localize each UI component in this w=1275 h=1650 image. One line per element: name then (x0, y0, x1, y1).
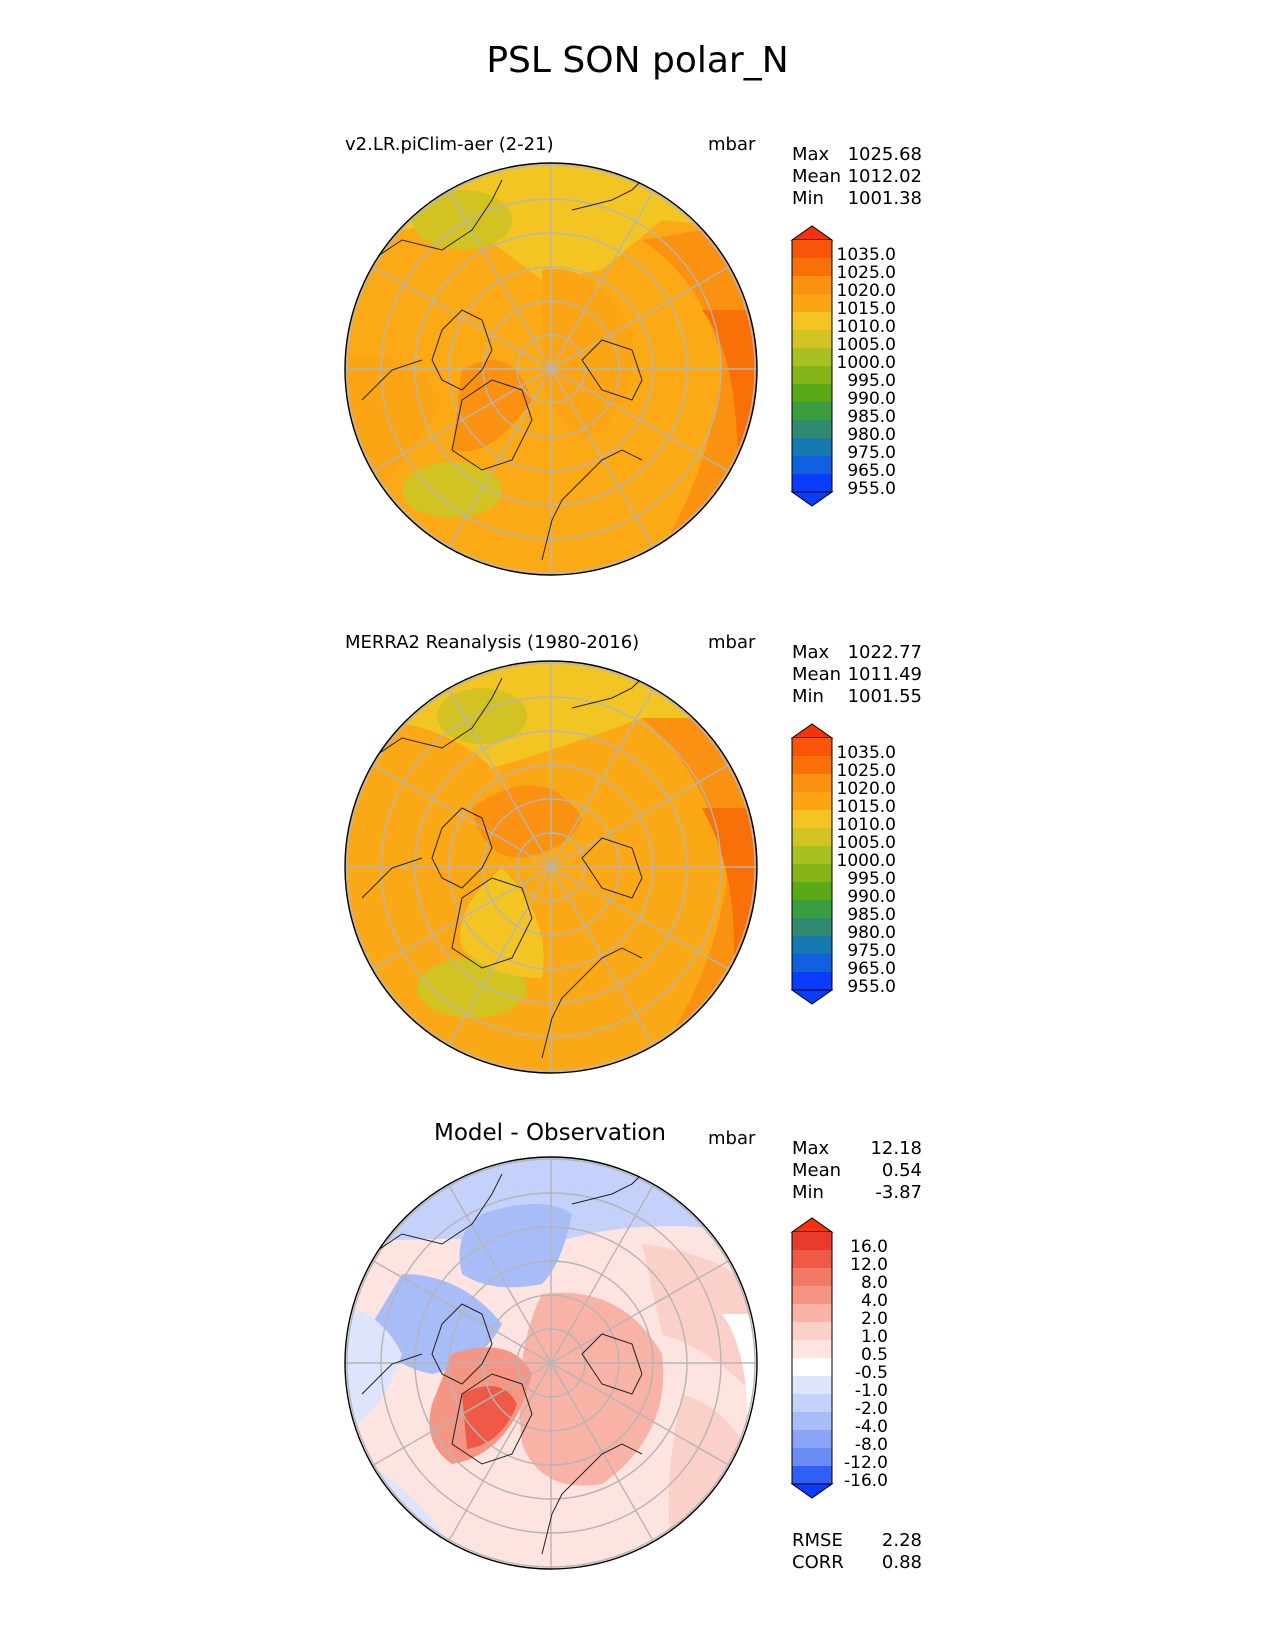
svg-text:1025.0: 1025.0 (837, 263, 896, 283)
svg-text:0.5: 0.5 (861, 1345, 888, 1365)
panel-3-stats: Max 12.18 Mean 0.54 Min -3.87 (792, 1138, 922, 1204)
svg-text:975.0: 975.0 (847, 443, 896, 463)
svg-text:-4.0: -4.0 (855, 1417, 888, 1437)
svg-text:8.0: 8.0 (861, 1273, 888, 1293)
map-boundary (344, 1156, 758, 1570)
svg-text:-2.0: -2.0 (855, 1399, 888, 1419)
svg-text:985.0: 985.0 (847, 407, 896, 427)
map-grid (345, 1157, 757, 1569)
svg-text:4.0: 4.0 (861, 1291, 888, 1311)
panel-2-units: mbar (708, 632, 756, 653)
metric-rmse: RMSE 2.28 (792, 1530, 922, 1551)
svg-text:1025.0: 1025.0 (837, 761, 896, 781)
panel-2-title: MERRA2 Reanalysis (1980-2016) (345, 632, 640, 653)
svg-text:965.0: 965.0 (847, 461, 896, 481)
svg-text:1005.0: 1005.0 (837, 833, 896, 853)
stat-max: Max 1022.77 (792, 642, 922, 663)
panel-3-colorbar: 16.0 12.0 8.0 4.0 2.0 1.0 0.5 -0.5 -1.0 … (790, 1217, 888, 1499)
colorbar-3-ticks: 16.0 12.0 8.0 4.0 2.0 1.0 0.5 -0.5 -1.0 … (844, 1237, 888, 1491)
panel-1-colorbar: 1035.0 1025.0 1020.0 1015.0 1010.0 1005.… (790, 225, 896, 507)
stat-mean: Mean 1012.02 (792, 166, 922, 187)
svg-text:1020.0: 1020.0 (837, 281, 896, 301)
svg-text:975.0: 975.0 (847, 941, 896, 961)
svg-text:1035.0: 1035.0 (837, 245, 896, 265)
colorbar-2-swatches (790, 723, 834, 1005)
svg-text:990.0: 990.0 (847, 389, 896, 409)
svg-text:1000.0: 1000.0 (837, 851, 896, 871)
svg-text:-16.0: -16.0 (844, 1471, 888, 1491)
svg-text:995.0: 995.0 (847, 371, 896, 391)
svg-text:995.0: 995.0 (847, 869, 896, 889)
svg-text:1015.0: 1015.0 (837, 299, 896, 319)
colorbar-3-swatches (790, 1217, 834, 1499)
coastlines (361, 1173, 643, 1555)
coastlines (361, 677, 643, 1059)
map-boundary (344, 660, 758, 1074)
stat-max: Max 1025.68 (792, 144, 922, 165)
svg-text:1020.0: 1020.0 (837, 779, 896, 799)
svg-text:980.0: 980.0 (847, 425, 896, 445)
svg-text:955.0: 955.0 (847, 479, 896, 499)
svg-text:1005.0: 1005.0 (837, 335, 896, 355)
svg-text:1010.0: 1010.0 (837, 815, 896, 835)
panel-1-polar-map (344, 162, 758, 576)
map-boundary (344, 162, 758, 576)
svg-text:16.0: 16.0 (850, 1237, 888, 1257)
svg-text:12.0: 12.0 (850, 1255, 888, 1275)
svg-text:955.0: 955.0 (847, 977, 896, 997)
figure-title: PSL SON polar_N (486, 40, 789, 81)
panel-1-stats: Max 1025.68 Mean 1012.02 Min 1001.38 (792, 144, 922, 210)
coastlines (361, 179, 643, 561)
map-grid (345, 661, 757, 1073)
svg-text:990.0: 990.0 (847, 887, 896, 907)
stat-max: Max 12.18 (792, 1138, 922, 1159)
svg-text:-12.0: -12.0 (844, 1453, 888, 1473)
svg-text:2.0: 2.0 (861, 1309, 888, 1329)
svg-text:-0.5: -0.5 (855, 1363, 888, 1383)
svg-text:1015.0: 1015.0 (837, 797, 896, 817)
svg-text:1000.0: 1000.0 (837, 353, 896, 373)
stat-min: Min -3.87 (792, 1182, 922, 1203)
svg-text:-1.0: -1.0 (855, 1381, 888, 1401)
panel-1-title: v2.LR.piClim-aer (2-21) (345, 134, 554, 155)
map-grid (345, 163, 757, 575)
stat-min: Min 1001.55 (792, 686, 922, 707)
panel-3-units: mbar (708, 1128, 756, 1149)
svg-text:980.0: 980.0 (847, 923, 896, 943)
stat-mean: Mean 1011.49 (792, 664, 922, 685)
colorbar-2-ticks: 1035.0 1025.0 1020.0 1015.0 1010.0 1005.… (837, 743, 896, 997)
panel-2-colorbar: 1035.0 1025.0 1020.0 1015.0 1010.0 1005.… (790, 723, 896, 1005)
stat-mean: Mean 0.54 (792, 1160, 922, 1181)
panel-3-polar-map (344, 1156, 758, 1570)
svg-text:965.0: 965.0 (847, 959, 896, 979)
svg-text:-8.0: -8.0 (855, 1435, 888, 1455)
panel-2-polar-map (344, 660, 758, 1074)
metric-corr: CORR 0.88 (792, 1552, 922, 1573)
svg-text:1.0: 1.0 (861, 1327, 888, 1347)
colorbar-1-ticks: 1035.0 1025.0 1020.0 1015.0 1010.0 1005.… (837, 245, 896, 499)
svg-text:985.0: 985.0 (847, 905, 896, 925)
svg-text:1035.0: 1035.0 (837, 743, 896, 763)
panel-2-stats: Max 1022.77 Mean 1011.49 Min 1001.55 (792, 642, 922, 708)
panel-3-metrics: RMSE 2.28 CORR 0.88 (792, 1530, 922, 1574)
panel-1-units: mbar (708, 134, 756, 155)
panel-3-title: Model - Observation (433, 1120, 667, 1146)
colorbar-1-swatches (790, 225, 834, 507)
stat-min: Min 1001.38 (792, 188, 922, 209)
svg-text:1010.0: 1010.0 (837, 317, 896, 337)
